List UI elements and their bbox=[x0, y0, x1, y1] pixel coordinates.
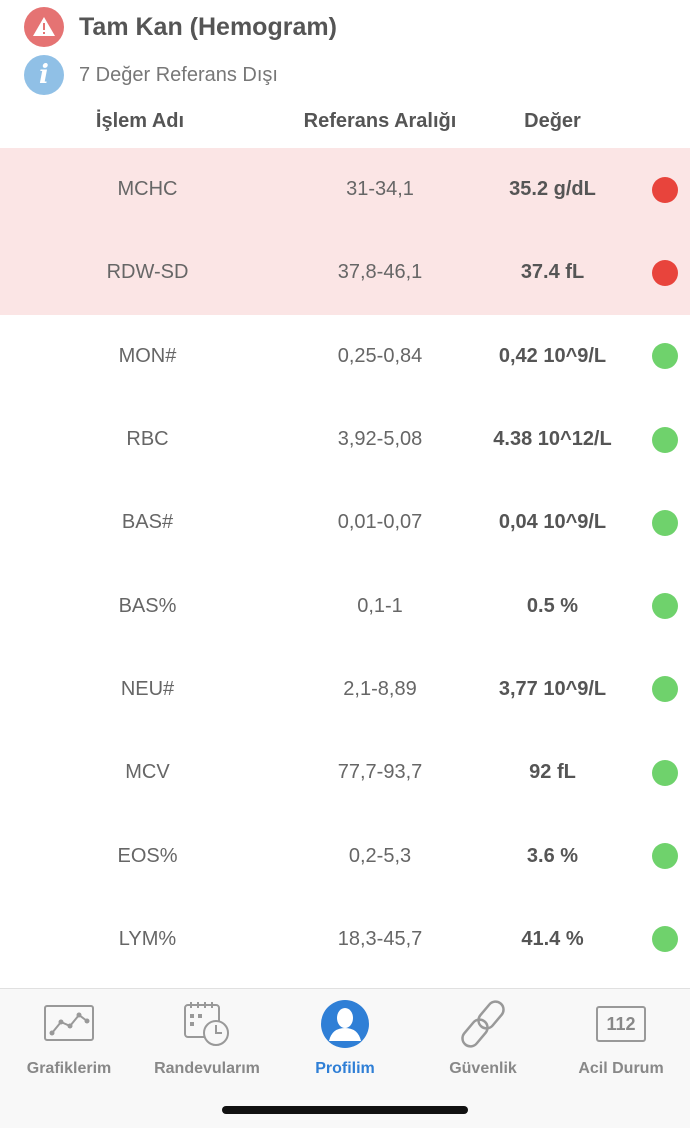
table-row[interactable]: EOS% 0,2-5,3 3.6 % bbox=[0, 814, 690, 897]
status-dot bbox=[652, 509, 678, 536]
test-value: 92 fL bbox=[529, 761, 576, 784]
link-icon bbox=[414, 999, 552, 1049]
out-of-range-summary: 7 Değer Referans Dışı bbox=[79, 63, 278, 86]
test-name: BAS# bbox=[121, 511, 174, 534]
reference-range: 0,1-1 bbox=[357, 594, 403, 617]
home-indicator bbox=[222, 1106, 468, 1114]
test-value: 37.4 fL bbox=[520, 261, 585, 284]
test-value: 41.4 % bbox=[521, 927, 584, 950]
test-name: LYM% bbox=[118, 927, 177, 950]
test-value: 0,04 10^9/L bbox=[498, 511, 607, 534]
test-value: 0,42 10^9/L bbox=[498, 344, 607, 367]
reference-range: 3,92-5,08 bbox=[337, 428, 423, 451]
test-name: MCHC bbox=[117, 178, 178, 201]
calendar-clock-icon bbox=[138, 999, 276, 1049]
title-row: Tam Kan (Hemogram) bbox=[24, 6, 337, 48]
reference-range: 0,25-0,84 bbox=[337, 344, 423, 367]
reference-range: 0,01-0,07 bbox=[337, 511, 423, 534]
table-row[interactable]: BAS# 0,01-0,07 0,04 10^9/L bbox=[0, 481, 690, 564]
line-chart-icon bbox=[0, 999, 138, 1049]
reference-range: 0,2-5,3 bbox=[348, 844, 412, 867]
info-row: i 7 Değer Referans Dışı bbox=[24, 54, 278, 96]
table-row[interactable]: RBC 3,92-5,08 4.38 10^12/L bbox=[0, 398, 690, 481]
user-icon bbox=[276, 999, 414, 1049]
table-row[interactable]: LYM% 18,3-45,7 41.4 % bbox=[0, 898, 690, 981]
tab-label: Profilim bbox=[315, 1060, 375, 1077]
reference-range: 18,3-45,7 bbox=[337, 927, 423, 950]
tab-label: Acil Durum bbox=[578, 1060, 664, 1077]
tab-label: Güvenlik bbox=[449, 1060, 517, 1077]
status-dot bbox=[652, 926, 678, 953]
status-dot bbox=[652, 426, 678, 453]
tab-guvenlik[interactable]: Güvenlik bbox=[414, 999, 552, 1079]
result-header: Tam Kan (Hemogram) i 7 Değer Referans Dı… bbox=[0, 0, 690, 148]
table-row[interactable]: MCHC 31-34,1 35.2 g/dL bbox=[0, 148, 690, 232]
status-dot bbox=[652, 593, 678, 620]
test-name: RBC bbox=[126, 428, 169, 451]
test-value: 35.2 g/dL bbox=[509, 178, 596, 201]
results-table: MCHC 31-34,1 35.2 g/dL RDW-SD 37,8-46,1 37.4… bbox=[0, 148, 690, 981]
status-dot bbox=[652, 759, 678, 786]
test-name: BAS% bbox=[118, 594, 177, 617]
table-row[interactable]: MON# 0,25-0,84 0,42 10^9/L bbox=[0, 315, 690, 398]
info-icon: i bbox=[24, 55, 64, 95]
table-row[interactable]: MCV 77,7-93,7 92 fL bbox=[0, 731, 690, 814]
status-dot bbox=[652, 176, 678, 203]
test-name: MCV bbox=[125, 761, 170, 784]
column-header-name: İşlem Adı bbox=[95, 110, 185, 132]
status-dot bbox=[652, 676, 678, 703]
reference-range: 37,8-46,1 bbox=[337, 261, 423, 284]
tab-profilim[interactable]: Profilim bbox=[276, 999, 414, 1079]
reference-range: 77,7-93,7 bbox=[337, 761, 423, 784]
column-header-range: Referans Aralığı bbox=[303, 110, 457, 132]
reference-range: 2,1-8,89 bbox=[343, 677, 417, 700]
tab-label: Randevularım bbox=[154, 1060, 260, 1077]
tab-randevularim[interactable]: Randevularım bbox=[138, 999, 276, 1079]
emergency-number: 112 bbox=[596, 1006, 646, 1042]
test-value: 4.38 10^12/L bbox=[493, 428, 612, 451]
table-row[interactable]: RDW-SD 37,8-46,1 37.4 fL bbox=[0, 231, 690, 315]
tab-label: Grafiklerim bbox=[26, 1060, 112, 1077]
page-title: Tam Kan (Hemogram) bbox=[79, 12, 337, 41]
tab-grafiklerim[interactable]: Grafiklerim bbox=[0, 999, 138, 1079]
table-row[interactable]: BAS% 0,1-1 0.5 % bbox=[0, 564, 690, 647]
table-row[interactable]: NEU# 2,1-8,89 3,77 10^9/L bbox=[0, 648, 690, 731]
test-name: RDW-SD bbox=[106, 261, 189, 284]
status-dot bbox=[652, 343, 678, 370]
test-name: MON# bbox=[118, 344, 177, 367]
test-value: 3,77 10^9/L bbox=[498, 677, 607, 700]
emergency-112-icon: 112 bbox=[552, 999, 690, 1049]
test-name: EOS% bbox=[117, 844, 178, 867]
tab-acil-durum[interactable]: 112 Acil Durum bbox=[552, 999, 690, 1079]
status-dot bbox=[652, 843, 678, 870]
test-value: 0.5 % bbox=[526, 594, 579, 617]
test-value: 3.6 % bbox=[526, 844, 579, 867]
status-dot bbox=[652, 259, 678, 286]
reference-range: 31-34,1 bbox=[346, 178, 414, 201]
bottom-tab-bar: Grafiklerim Randevularım bbox=[0, 988, 690, 1128]
test-name: NEU# bbox=[120, 677, 175, 700]
column-header-value: Değer bbox=[524, 110, 581, 132]
warning-triangle-icon bbox=[24, 7, 64, 47]
